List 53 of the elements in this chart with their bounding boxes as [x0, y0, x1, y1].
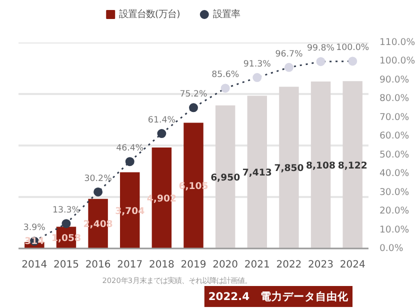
point: [220, 84, 230, 93]
legend-label: 設置率: [212, 9, 240, 20]
y2-tick-label: 110.0%: [380, 37, 416, 48]
x-tick-label: 2014: [22, 260, 48, 270]
y2-tick-label: 90.0%: [380, 74, 410, 86]
y2-tick-label: 60.0%: [380, 130, 410, 142]
point: [157, 129, 166, 138]
point: [189, 103, 198, 112]
x-tick-label: 2023: [308, 260, 334, 270]
data-label: 99.8%: [307, 44, 335, 54]
data-label: 30.2%: [84, 174, 112, 184]
x-tick-label: 2022: [276, 260, 302, 270]
legend-label: 設置台数(万台): [118, 9, 180, 20]
data-label: 46.4%: [116, 144, 144, 154]
x-tick-label: 2024: [340, 260, 366, 270]
y2-tick-label: 50.0%: [380, 149, 410, 160]
y2-tick-label: 100.0%: [380, 56, 416, 67]
y2-tick-label: 0.0%: [380, 243, 404, 254]
x-tick-label: 2020: [212, 260, 238, 270]
data-label: 96.7%: [275, 49, 303, 60]
point: [348, 56, 358, 66]
data-label: 13.3%: [52, 206, 80, 216]
y2-tick-label: 70.0%: [380, 112, 410, 123]
y2-tick-label: 20.0%: [380, 206, 410, 217]
data-label: 100.0%: [336, 43, 370, 54]
data-label: 91.3%: [243, 60, 271, 70]
x-tick-label: 2019: [180, 260, 206, 270]
x-tick-label: 2018: [148, 260, 174, 270]
point: [252, 73, 262, 82]
point: [316, 57, 326, 66]
point: [284, 62, 294, 72]
data-label: 6,950: [210, 172, 241, 184]
x-tick-label: 2015: [54, 260, 79, 270]
data-label: 61.4%: [148, 116, 176, 126]
text: 2022.4 電力データ自由化: [208, 290, 350, 303]
data-label: 8,108: [306, 160, 336, 172]
point: [62, 219, 71, 228]
data-label: 85.6%: [212, 70, 240, 80]
data-label: 314: [24, 236, 45, 247]
point: [125, 157, 134, 166]
data-label: 75.2%: [180, 90, 208, 100]
point: [94, 187, 103, 196]
data-label: 7,413: [242, 168, 272, 179]
data-label: 8,122: [338, 160, 368, 172]
y2-tick-label: 10.0%: [380, 224, 410, 236]
x-tick-label: 2016: [85, 260, 111, 270]
y2-tick-label: 80.0%: [380, 93, 410, 104]
x-tick-label: 2021: [244, 260, 270, 270]
data-label: 3.9%: [23, 223, 46, 234]
data-label: 7,850: [274, 163, 304, 174]
y2-tick-label: 40.0%: [380, 168, 410, 180]
x-tick-label: 2017: [117, 260, 143, 270]
y2-tick-label: 30.0%: [380, 186, 410, 198]
